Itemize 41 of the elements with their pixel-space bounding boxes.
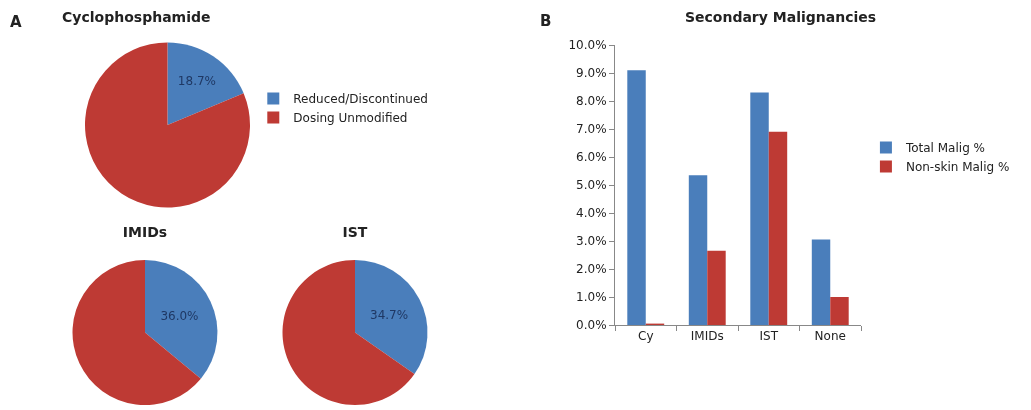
data-label: 34.7%: [370, 307, 409, 322]
legend-label: Reduced/Discontinued: [293, 92, 428, 107]
y-tick-label: 3.0%: [576, 234, 607, 249]
pie-slice: [355, 260, 428, 374]
legend-label: Dosing Unmodified: [293, 111, 408, 126]
bar: [627, 70, 646, 325]
y-tick-label: 4.0%: [576, 206, 607, 221]
text: A: [10, 13, 22, 31]
chart-title: IST: [342, 223, 368, 240]
y-tick-label: 5.0%: [576, 178, 607, 193]
pie-slice: [145, 260, 218, 379]
x-tick-label: Cy: [638, 329, 654, 344]
legend-label: Non-skin Malig %: [905, 160, 1010, 175]
bar: [750, 92, 769, 325]
bar: [768, 131, 788, 325]
x-tick-label: None: [814, 329, 846, 344]
y-tick-label: 0.0%: [576, 318, 607, 333]
pie-slice: [167, 42, 244, 125]
bar: [830, 297, 849, 325]
pie-slice: [282, 260, 415, 405]
bar: [811, 239, 831, 325]
y-tick-label: 6.0%: [576, 150, 607, 165]
chart-title: IMIDs: [122, 223, 168, 240]
pie-slice: [72, 260, 201, 405]
x-tick-label: IMIDs: [690, 329, 724, 344]
chart-title: Cyclophosphamide: [62, 8, 211, 25]
bar: [688, 175, 708, 325]
y-tick-label: 7.0%: [576, 122, 607, 137]
y-tick-label: 8.0%: [576, 94, 607, 109]
chart-title: Secondary Malignancies: [684, 8, 877, 25]
y-tick-label: 9.0%: [576, 66, 607, 81]
bar: [707, 250, 726, 325]
text: B: [540, 12, 552, 30]
pie-slice: [85, 42, 250, 208]
data-label: 36.0%: [160, 309, 199, 324]
y-tick-label: 10.0%: [568, 38, 607, 53]
y-tick-label: 2.0%: [576, 262, 607, 277]
legend-label: Total Malig %: [904, 141, 985, 156]
data-label: 18.7%: [177, 73, 216, 88]
x-tick-label: IST: [759, 329, 779, 344]
y-tick-label: 1.0%: [576, 290, 607, 305]
